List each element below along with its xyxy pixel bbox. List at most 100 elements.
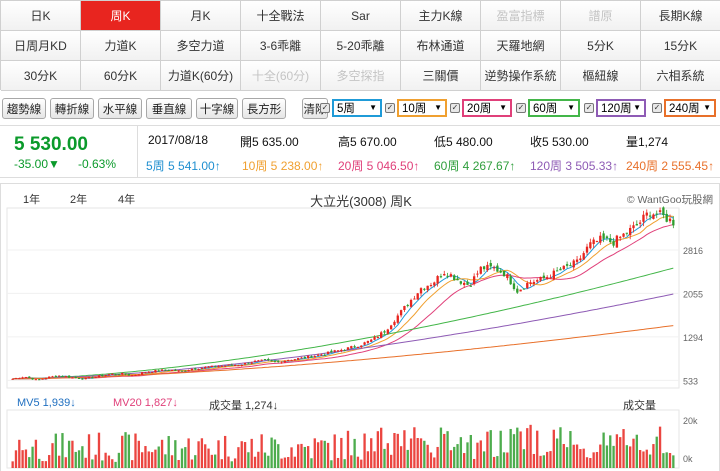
candle-body [343, 349, 346, 351]
ma-checkbox-3[interactable]: ✓ [516, 103, 526, 113]
period-button-24[interactable]: 逆勢操作系統 [481, 61, 561, 91]
candle-body [48, 376, 51, 379]
volume-bar [380, 427, 383, 468]
candle-body [18, 378, 21, 380]
volume-bar [393, 432, 396, 468]
ma-period-select-4[interactable]: 120周 ▼ [596, 99, 646, 117]
period-button-11[interactable]: 多空力道 [161, 31, 241, 61]
chevron-down-icon: ▼ [499, 103, 507, 112]
trend-line-button[interactable]: 趨勢線 [2, 98, 46, 119]
period-button-18[interactable]: 30分K [1, 61, 81, 91]
volume-bar [243, 442, 247, 468]
ma-period-select-5[interactable]: 240周 ▼ [664, 99, 716, 117]
volume-bar [290, 447, 293, 468]
candle-body [409, 299, 413, 307]
candle-body [506, 274, 509, 279]
period-button-12[interactable]: 3-6乖離 [241, 31, 321, 61]
candle-body [366, 340, 370, 343]
volume-bar [599, 444, 602, 468]
volume-bar [11, 461, 14, 468]
ma-period-select-1[interactable]: 10周 ▼ [397, 99, 447, 117]
polyline-button[interactable]: 轉折線 [50, 98, 94, 119]
volume-bar [602, 432, 605, 468]
volume-bar [71, 440, 74, 468]
candle-body [117, 374, 121, 376]
period-button-20[interactable]: 力道K(60分) [161, 61, 241, 91]
volume-bar [260, 434, 263, 468]
vertical-line-button[interactable]: 垂直線 [146, 98, 192, 119]
candle-body [609, 238, 612, 243]
volume-bar [433, 457, 436, 468]
ma-period-value: 240周 [669, 103, 700, 115]
period-button-3[interactable]: 十全戰法 [241, 1, 321, 31]
quote-date: 2017/08/18 [148, 133, 209, 147]
candle-body [572, 260, 575, 268]
volume-bar [320, 440, 323, 468]
candle-body [214, 366, 217, 368]
volume-bar [61, 433, 64, 468]
volume-bar [277, 444, 280, 468]
period-button-23[interactable]: 三關價 [401, 61, 481, 91]
period-button-13[interactable]: 5-20乖離 [321, 31, 401, 61]
ma-period-select-3[interactable]: 60周 ▼ [528, 99, 580, 117]
candlestick-chart[interactable]: 2816 2055 1294 533 20k 0k [1, 184, 719, 471]
volume-bar [51, 443, 54, 468]
volume-bar [638, 450, 642, 468]
period-button-14[interactable]: 布林通道 [401, 31, 481, 61]
period-button-4[interactable]: Sar [321, 1, 401, 31]
candle-body [436, 276, 439, 284]
ma-value-5: 240周 2 555.45↑ [626, 159, 715, 173]
volume-bar [157, 446, 160, 468]
candle-body [247, 362, 250, 364]
candle-body [260, 359, 263, 361]
period-button-10[interactable]: 力道K [81, 31, 161, 61]
period-button-2[interactable]: 月K [161, 1, 241, 31]
volume-bar [456, 444, 459, 468]
period-button-21: 十全(60分) [241, 61, 321, 91]
volume-bar [665, 452, 668, 468]
ma-checkbox-4[interactable]: ✓ [584, 103, 594, 113]
candle-body [107, 374, 111, 376]
period-button-26[interactable]: 六相系統 [641, 61, 720, 91]
volume-bar [463, 453, 466, 468]
volume-bar [423, 440, 426, 468]
period-button-17[interactable]: 15分K [641, 31, 720, 61]
candle-body [280, 362, 283, 364]
crosshair-button[interactable]: 十字線 [196, 98, 238, 119]
volume-bar [579, 449, 582, 468]
candle-body [297, 358, 300, 360]
volume-bar [399, 446, 403, 468]
ma-checkbox-0[interactable]: ✓ [320, 103, 330, 113]
period-button-1[interactable]: 周K [81, 1, 161, 31]
period-button-19[interactable]: 60分K [81, 61, 161, 91]
period-button-16[interactable]: 5分K [561, 31, 641, 61]
ma-checkbox-5[interactable]: ✓ [652, 103, 662, 113]
period-button-25[interactable]: 樞紐線 [561, 61, 641, 91]
candle-body [330, 350, 333, 353]
range-4y-button[interactable]: 4年 [118, 194, 136, 206]
range-2y-button[interactable]: 2年 [70, 194, 88, 206]
period-button-8[interactable]: 長期K線 [641, 1, 720, 31]
quote-bar: 5 530.00 -35.00▼ -0.63% 2017/08/18 開5 63… [0, 125, 720, 178]
period-button-5[interactable]: 主力K線 [401, 1, 481, 31]
candle-body [403, 306, 406, 311]
period-button-15[interactable]: 天羅地網 [481, 31, 561, 61]
candle-body [273, 360, 277, 362]
volume-bar [18, 439, 21, 468]
period-button-0[interactable]: 日K [1, 1, 81, 31]
ma-period-select-0[interactable]: 5周 ▼ [332, 99, 382, 117]
volume-bar [297, 444, 300, 468]
ma-period-select-2[interactable]: 20周 ▼ [462, 99, 512, 117]
volume-bar [476, 442, 479, 468]
ma-checkbox-2[interactable]: ✓ [450, 103, 460, 113]
horizontal-line-button[interactable]: 水平線 [98, 98, 142, 119]
price-block: 5 530.00 -35.00▼ -0.63% [0, 126, 138, 177]
price-plot-frame [6, 207, 680, 389]
volume-tick-label: 0k [683, 454, 693, 464]
candle-body [426, 285, 429, 290]
candle-body [160, 369, 164, 371]
range-1y-button[interactable]: 1年 [23, 194, 41, 206]
ma-checkbox-1[interactable]: ✓ [385, 103, 395, 113]
rectangle-button[interactable]: 長方形 [242, 98, 286, 119]
period-button-9[interactable]: 日周月KD [1, 31, 81, 61]
